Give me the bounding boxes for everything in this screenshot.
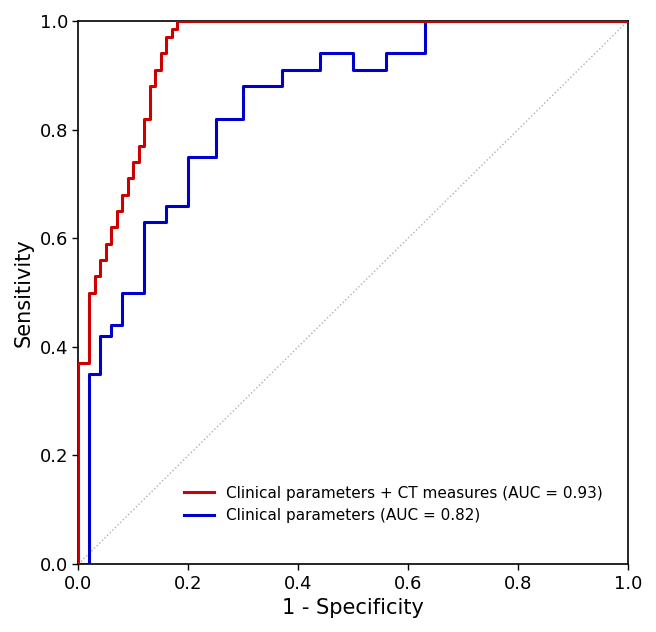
Y-axis label: Sensitivity: Sensitivity (14, 238, 34, 347)
X-axis label: 1 - Specificity: 1 - Specificity (282, 598, 424, 618)
Legend: Clinical parameters + CT measures (AUC = 0.93), Clinical parameters (AUC = 0.82): Clinical parameters + CT measures (AUC =… (178, 480, 609, 530)
